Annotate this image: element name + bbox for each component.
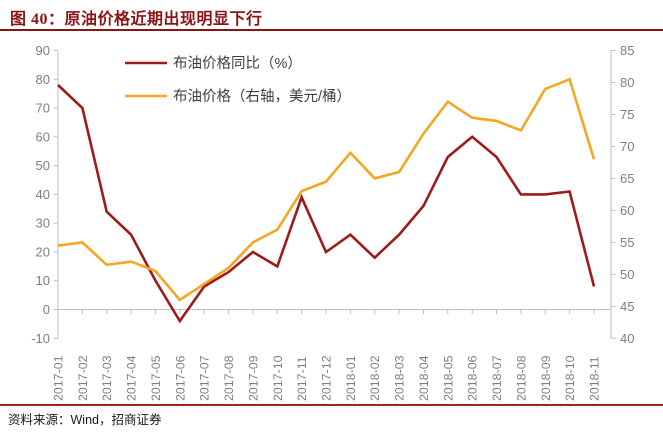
x-axis-label: 2018-05 xyxy=(441,355,455,401)
x-axis-label: 2018-11 xyxy=(588,356,602,401)
source-note: 资料来源：Wind，招商证券 xyxy=(8,413,162,427)
x-axis-label: 2017-02 xyxy=(76,355,90,401)
y-axis-left-label: 70 xyxy=(36,101,50,116)
x-axis-label: 2017-04 xyxy=(125,355,139,401)
y-axis-right-label: 85 xyxy=(620,43,634,58)
x-axis-label: 2018-09 xyxy=(539,355,553,401)
x-axis-label: 2018-01 xyxy=(344,355,358,401)
y-axis-left-label: 0 xyxy=(43,302,50,317)
y-axis-left-label: 50 xyxy=(36,158,50,173)
x-axis-label: 2017-07 xyxy=(198,355,212,401)
x-axis-label: 2018-02 xyxy=(368,355,382,401)
series-layer xyxy=(57,77,596,324)
y-axis-right-label: 60 xyxy=(620,203,634,218)
x-axis-label: 2017-10 xyxy=(271,355,285,401)
axes-layer: 90 80 70 60 50 40 30 20 10 0 -10 85 80 75 70 65 60 55 50 45… xyxy=(31,43,634,401)
legend-price-label: 布油价格（右轴，美元/桶） xyxy=(173,88,351,105)
y-axis-right-label: 70 xyxy=(620,139,634,154)
figure-title: 图 40：原油价格近期出现明显下行 xyxy=(10,11,263,28)
series-line-yoy xyxy=(57,84,596,324)
series-line-price xyxy=(57,77,596,302)
x-axis-label: 2018-10 xyxy=(563,355,577,401)
x-axis-label: 2018-04 xyxy=(417,355,431,401)
y-axis-left-label: 10 xyxy=(36,273,50,288)
x-axis-label: 2017-09 xyxy=(246,355,260,401)
x-axis-label: 2018-08 xyxy=(514,355,528,401)
x-axis-label: 2018-06 xyxy=(466,355,480,401)
footer-rule xyxy=(0,404,663,406)
y-axis-left-label: 60 xyxy=(36,129,50,144)
y-axis-right-label: 55 xyxy=(620,235,634,250)
y-axis-right-label: 40 xyxy=(620,331,634,346)
y-axis-left-label: 40 xyxy=(36,187,50,202)
x-axis-label: 2017-11 xyxy=(295,356,309,401)
y-axis-left-label: 30 xyxy=(36,216,50,231)
legend: 布油价格同比（%） 布油价格（右轴，美元/桶） xyxy=(125,55,351,105)
x-axis-label: 2017-05 xyxy=(149,355,163,401)
x-axis-label: 2017-03 xyxy=(100,355,114,401)
y-axis-right-label: 65 xyxy=(620,171,634,186)
title-rule xyxy=(0,29,663,31)
x-axis-label: 2017-12 xyxy=(320,355,334,401)
y-axis-right-label: 45 xyxy=(620,299,634,314)
legend-yoy-label: 布油价格同比（%） xyxy=(173,55,302,72)
y-axis-left-label: 90 xyxy=(36,43,50,58)
y-axis-left-label: -10 xyxy=(31,331,50,346)
x-axis-label: 2018-07 xyxy=(490,355,504,401)
y-axis-right-label: 75 xyxy=(620,107,634,122)
y-axis-right-label: 80 xyxy=(620,75,634,90)
x-axis-label: 2017-06 xyxy=(173,355,187,401)
x-axis-label: 2018-03 xyxy=(393,355,407,401)
x-axis-label: 2017-08 xyxy=(222,355,236,401)
y-axis-left-label: 80 xyxy=(36,72,50,87)
x-axis-label: 2017-01 xyxy=(52,355,66,401)
y-axis-left-label: 20 xyxy=(36,244,50,259)
y-axis-right-label: 50 xyxy=(620,267,634,282)
